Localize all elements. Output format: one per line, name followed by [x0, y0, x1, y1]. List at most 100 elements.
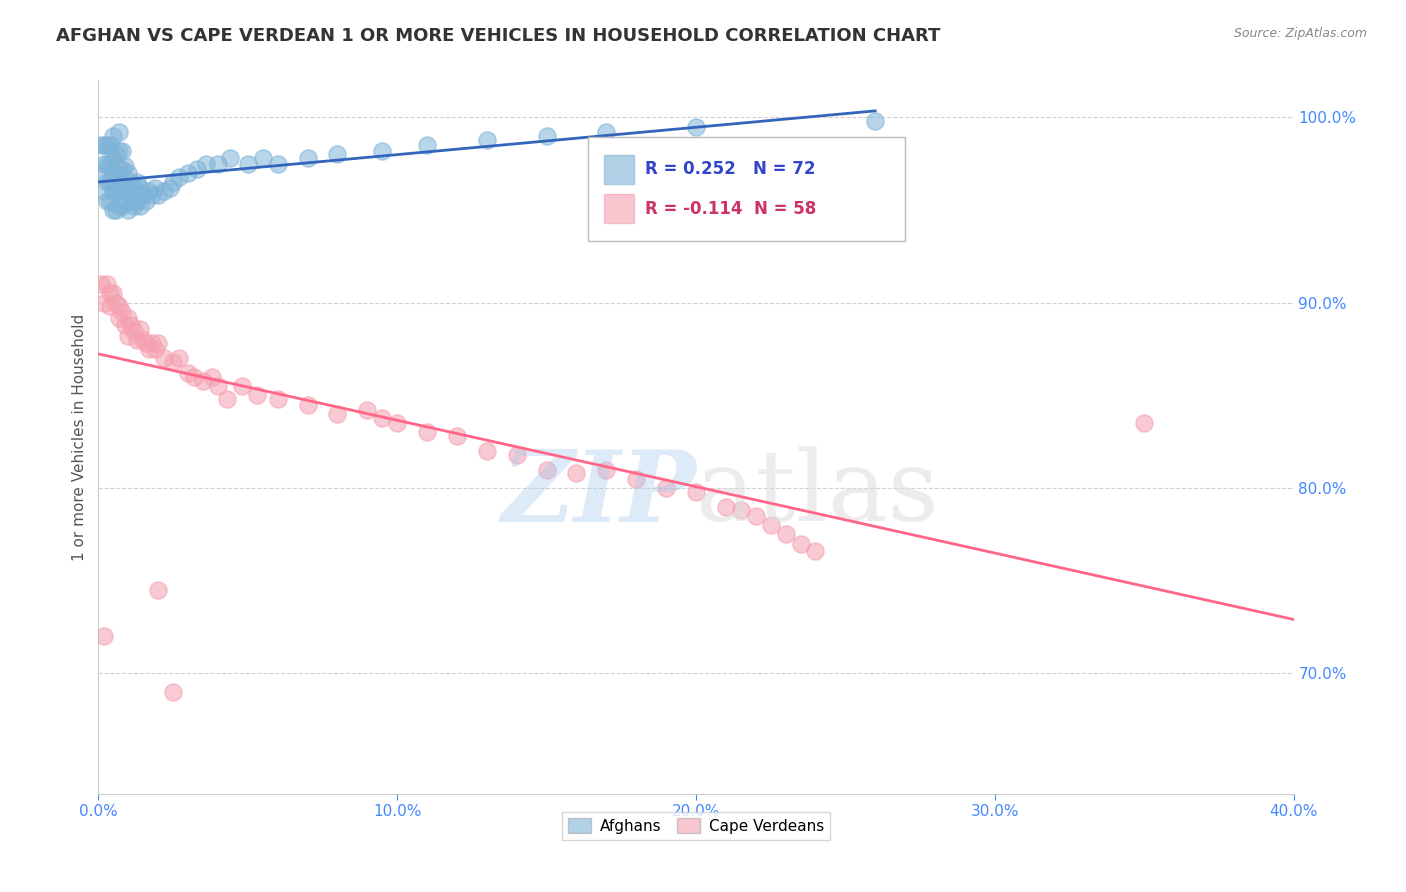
Point [201, 369, 224, 384]
Point [595, 125, 617, 139]
Point [475, 132, 498, 146]
Legend: Afghans, Cape Verdeans: Afghans, Cape Verdeans [562, 812, 830, 839]
Point [111, 144, 134, 158]
Point [297, 151, 319, 165]
Point [93, 629, 115, 643]
Point [162, 685, 184, 699]
Point [96, 138, 118, 153]
Point [132, 188, 155, 202]
Point [127, 175, 149, 189]
Point [246, 388, 269, 402]
Point [326, 407, 349, 421]
Point [114, 177, 136, 191]
Point [236, 157, 259, 171]
Point [148, 188, 170, 202]
Point [326, 147, 349, 161]
Point [143, 181, 166, 195]
Point [103, 202, 125, 217]
Point [96, 277, 118, 292]
FancyBboxPatch shape [589, 137, 905, 241]
Point [804, 544, 827, 558]
Point [141, 188, 163, 202]
Point [93, 157, 115, 171]
Point [759, 518, 782, 533]
Point [148, 336, 170, 351]
Text: R = -0.114  N = 58: R = -0.114 N = 58 [644, 200, 815, 218]
Point [93, 295, 115, 310]
Point [93, 185, 115, 199]
Point [108, 310, 131, 325]
Text: ZIP: ZIP [501, 446, 696, 542]
Point [111, 162, 134, 177]
Point [105, 166, 128, 180]
Bar [605, 194, 634, 223]
Point [129, 199, 152, 213]
Point [215, 392, 238, 406]
Point [124, 181, 146, 195]
Point [111, 305, 134, 319]
Point [132, 333, 155, 347]
Point [120, 194, 142, 208]
Point [129, 181, 152, 195]
Point [96, 175, 118, 189]
Point [153, 351, 176, 366]
Point [117, 166, 139, 180]
Point [108, 162, 131, 177]
Point [789, 536, 811, 550]
Point [90, 277, 112, 292]
Point [626, 472, 648, 486]
Point [159, 181, 181, 195]
Point [108, 125, 131, 139]
Point [103, 166, 125, 180]
Point [124, 324, 146, 338]
Point [114, 159, 136, 173]
Point [105, 202, 128, 217]
Point [446, 429, 468, 443]
Point [267, 392, 290, 406]
Point [103, 185, 125, 199]
Point [90, 138, 112, 153]
Point [167, 169, 190, 184]
Point [98, 300, 122, 314]
Point [536, 128, 558, 143]
Point [685, 484, 707, 499]
Point [105, 185, 128, 199]
Point [865, 114, 887, 128]
Point [93, 138, 115, 153]
Point [207, 379, 229, 393]
Point [120, 318, 142, 332]
Point [186, 162, 208, 177]
Point [177, 366, 200, 380]
Point [124, 199, 146, 213]
Point [177, 166, 200, 180]
Point [103, 286, 125, 301]
Point [96, 194, 118, 208]
Y-axis label: 1 or more Vehicles in Household: 1 or more Vehicles in Household [72, 313, 87, 561]
Point [219, 151, 242, 165]
Point [153, 185, 176, 199]
Point [714, 500, 737, 514]
Point [117, 202, 139, 217]
Point [385, 416, 409, 430]
Point [506, 448, 529, 462]
Point [127, 194, 149, 208]
Point [98, 157, 122, 171]
Point [730, 503, 752, 517]
Point [143, 342, 166, 356]
Point [117, 329, 139, 343]
Point [167, 351, 190, 366]
Point [416, 138, 439, 153]
Point [191, 374, 214, 388]
Point [356, 403, 378, 417]
Point [129, 321, 152, 335]
Point [108, 199, 131, 213]
Point [108, 300, 131, 314]
Point [98, 194, 122, 208]
Point [595, 462, 617, 476]
Point [183, 369, 205, 384]
Point [98, 286, 122, 301]
Point [138, 185, 160, 199]
Point [231, 379, 253, 393]
Point [685, 120, 707, 134]
Point [371, 144, 394, 158]
